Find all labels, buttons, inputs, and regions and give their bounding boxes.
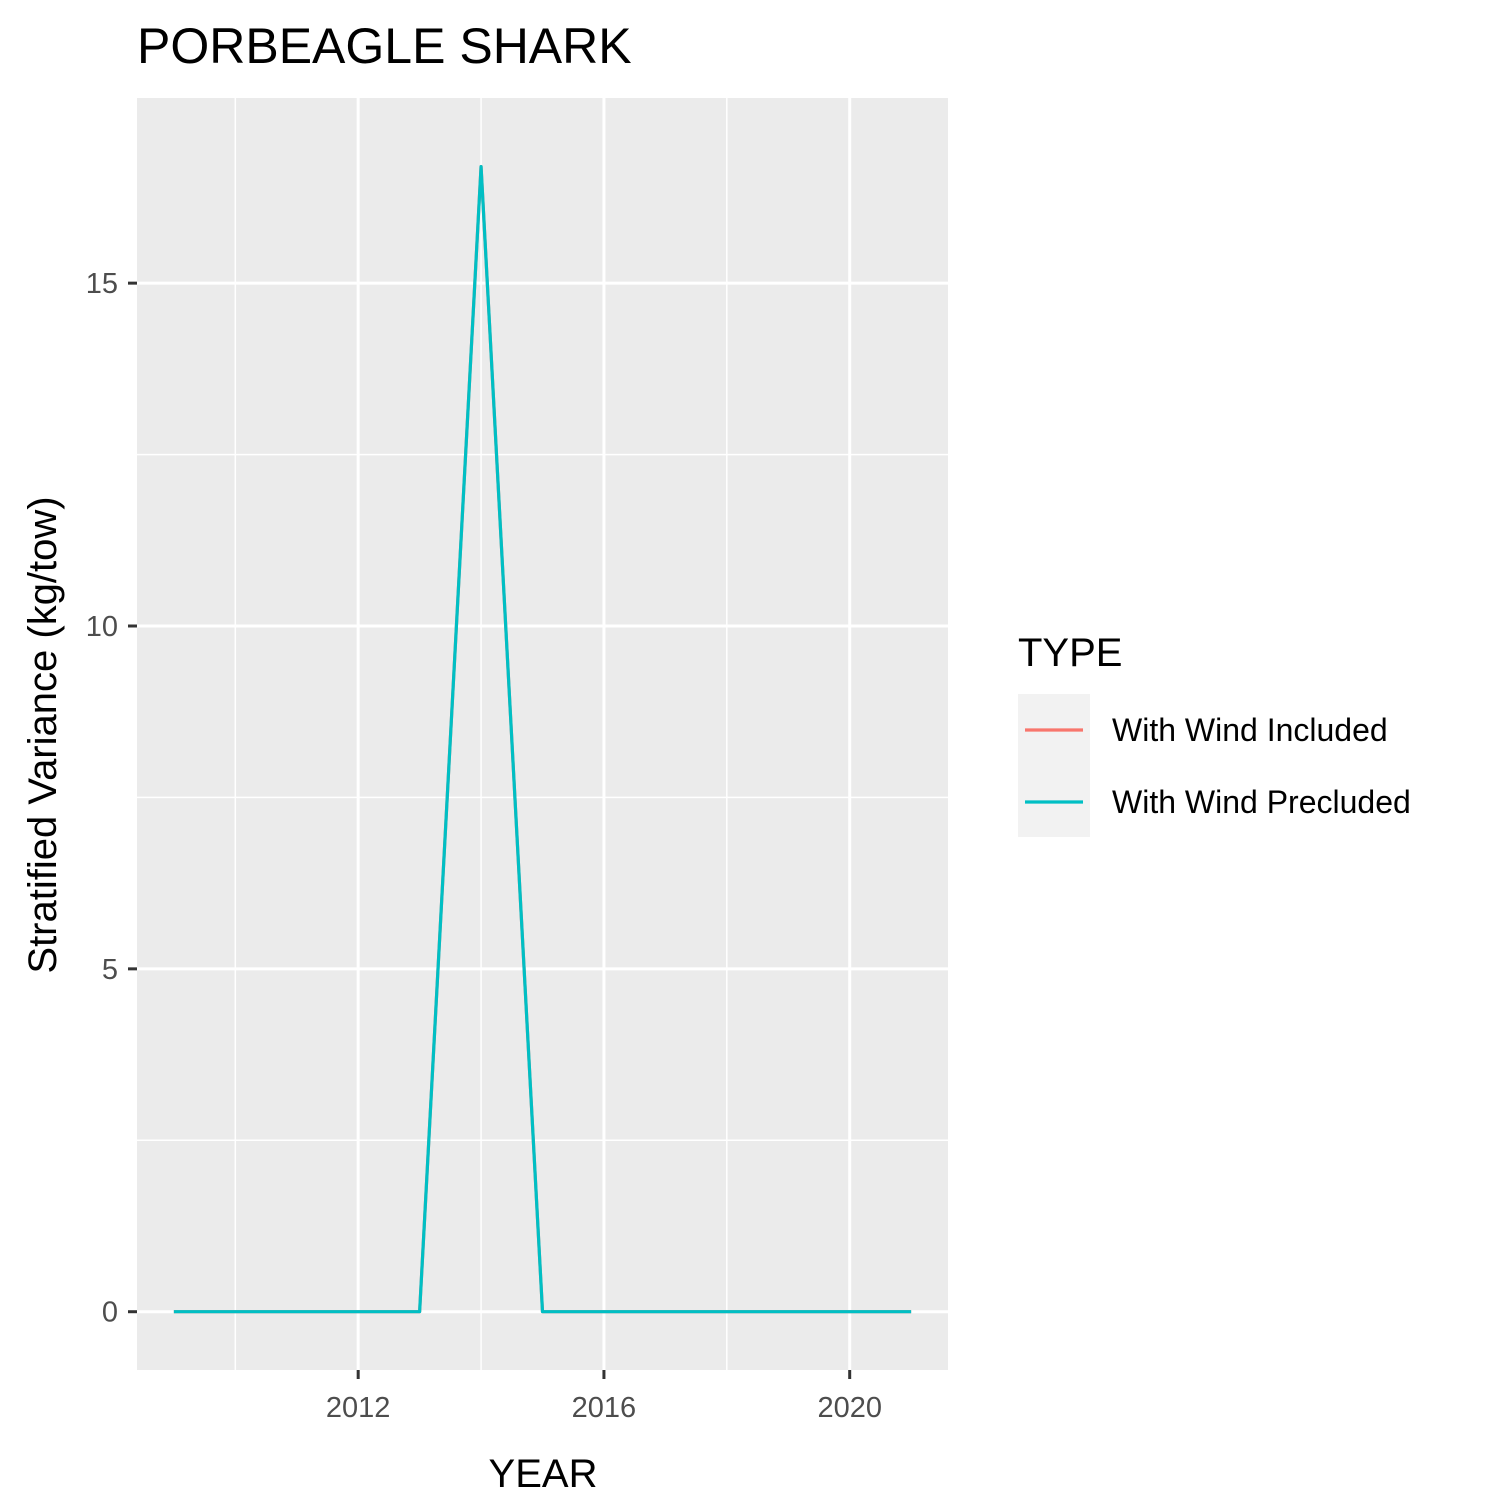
y-axis: 0 5 10 15: [86, 268, 137, 1329]
legend-label-1: With Wind Included: [1112, 712, 1388, 748]
x-axis-title: YEAR: [489, 1452, 598, 1496]
legend-label-2: With Wind Precluded: [1112, 784, 1411, 820]
chart-title: PORBEAGLE SHARK: [137, 18, 632, 74]
legend-title: TYPE: [1018, 631, 1122, 675]
plot-panel: [137, 98, 948, 1370]
y-tick-label: 0: [102, 1297, 118, 1329]
series-lines: [173, 164, 912, 1314]
y-axis-title: Stratified Variance (kg/tow): [21, 496, 65, 973]
legend-items: With Wind Included With Wind Precluded: [1025, 712, 1411, 820]
series-line-2: [173, 164, 912, 1314]
x-tick-label: 2016: [572, 1392, 637, 1424]
legend-key-background: [1018, 694, 1090, 837]
x-tick-label: 2012: [326, 1392, 391, 1424]
minor-gridlines: [137, 98, 948, 1370]
y-tick-label: 15: [86, 268, 118, 300]
x-tick-label: 2020: [817, 1392, 882, 1424]
y-tick-label: 5: [102, 954, 118, 986]
x-axis: 2012 2016 2020: [326, 1370, 882, 1424]
y-tick-label: 10: [86, 611, 118, 643]
legend: TYPE With Wind Included With Wind Preclud…: [1018, 631, 1411, 837]
